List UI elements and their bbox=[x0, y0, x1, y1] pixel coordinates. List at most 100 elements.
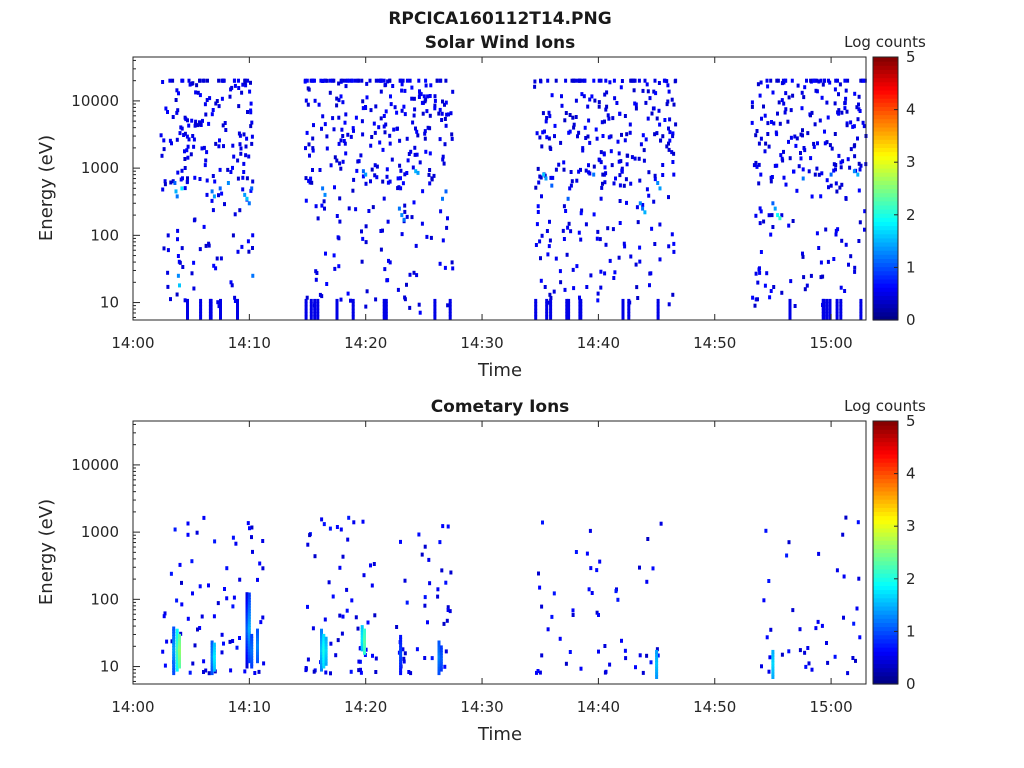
spectrogram-cell bbox=[598, 237, 602, 242]
spectrogram-cell bbox=[636, 220, 640, 225]
spectrogram-cell bbox=[581, 78, 585, 83]
colorbar-segment bbox=[873, 221, 898, 227]
spectrogram-cell bbox=[533, 79, 537, 84]
spectrogram-cell bbox=[370, 583, 374, 588]
spectrogram-cell bbox=[772, 285, 776, 289]
spectrogram-cell bbox=[344, 112, 348, 117]
spectrogram-cell bbox=[418, 310, 422, 315]
spectrogram-cell bbox=[369, 179, 372, 184]
spectrogram-cell bbox=[645, 653, 649, 658]
spectrogram-cell bbox=[637, 156, 641, 161]
spectrogram-cell bbox=[592, 172, 596, 177]
spectrogram-cell bbox=[304, 298, 308, 303]
spectrogram-cell bbox=[828, 312, 832, 317]
spectrogram-cell bbox=[800, 90, 804, 95]
spectrogram-cell bbox=[204, 243, 208, 248]
spectrogram-cell bbox=[558, 636, 562, 641]
spectrogram-cell bbox=[256, 645, 259, 650]
spectrogram-cell bbox=[627, 302, 631, 307]
spectrogram-cell bbox=[784, 182, 788, 187]
spectrogram-cell bbox=[627, 315, 631, 320]
spectrogram-cell bbox=[667, 147, 671, 152]
spectrogram-cell bbox=[618, 183, 622, 188]
spectrogram-cell bbox=[373, 163, 377, 168]
spectrogram-cell bbox=[776, 111, 779, 116]
colorbar-tick-label: 4 bbox=[906, 465, 916, 483]
spectrogram-cell bbox=[788, 302, 792, 307]
spectrogram-cell bbox=[381, 228, 384, 233]
spectrogram-cell bbox=[547, 136, 551, 141]
spectrogram-cell bbox=[667, 244, 671, 249]
spectrogram-cell bbox=[595, 610, 599, 615]
spectrogram-cell bbox=[176, 254, 180, 258]
spectrogram-cell bbox=[356, 159, 360, 164]
spectrogram-cell bbox=[634, 106, 638, 111]
colorbar-segment bbox=[873, 523, 898, 529]
spectrogram-cell bbox=[832, 168, 836, 173]
spectrogram-cell bbox=[178, 283, 181, 288]
spectrogram-cell bbox=[161, 80, 165, 84]
spectrogram-cell bbox=[444, 649, 448, 654]
spectrogram-cell bbox=[788, 298, 792, 303]
spectrogram-cell bbox=[240, 244, 244, 249]
spectrogram-cell bbox=[225, 596, 229, 601]
spectrogram-cell bbox=[618, 199, 622, 203]
spectrogram-cell bbox=[609, 134, 613, 139]
spectrogram-cell bbox=[795, 136, 799, 141]
spectrogram-cell bbox=[840, 238, 844, 243]
spectrogram-cell bbox=[250, 647, 254, 652]
spectrogram-cell bbox=[578, 308, 582, 313]
colorbar-tick-label: 1 bbox=[906, 258, 916, 276]
spectrogram-cell bbox=[641, 670, 645, 675]
solar-wind-ions-panel: Solar Wind Ions 14:00 14:10 14:20 14:30 14:4… bbox=[36, 33, 926, 381]
spectrogram-cell bbox=[261, 539, 265, 543]
spectrogram-cell bbox=[247, 625, 251, 630]
spectrogram-cell bbox=[213, 179, 217, 184]
spectrogram-cell bbox=[577, 230, 581, 235]
spectrogram-cell bbox=[210, 659, 214, 664]
spectrogram-cell bbox=[320, 650, 323, 655]
spectrogram-cell bbox=[784, 107, 788, 112]
spectrogram-cell bbox=[250, 661, 254, 666]
spectrogram-cell bbox=[247, 650, 251, 655]
spectrogram-cell bbox=[791, 608, 795, 613]
spectrogram-cell bbox=[261, 566, 265, 571]
colorbar-tick-label: 0 bbox=[906, 311, 916, 329]
spectrogram-cell bbox=[237, 104, 241, 109]
spectrogram-cell bbox=[256, 631, 259, 636]
spectrogram-cell bbox=[756, 297, 759, 302]
spectrogram-cell bbox=[250, 642, 254, 647]
spectrogram-cell bbox=[408, 272, 412, 277]
spectrogram-cell bbox=[244, 153, 248, 158]
spectrogram-cell bbox=[803, 148, 807, 153]
spectrogram-cell bbox=[168, 78, 172, 83]
spectrogram-cell bbox=[445, 225, 449, 230]
colorbar-segment bbox=[873, 457, 898, 463]
spectrogram-cell bbox=[671, 134, 675, 139]
panel-title: Cometary Ions bbox=[431, 397, 570, 417]
spectrogram-cell bbox=[424, 149, 428, 154]
spectrogram-cell bbox=[771, 655, 775, 660]
spectrogram-cell bbox=[552, 591, 556, 596]
colorbar-segment bbox=[873, 262, 898, 268]
spectrogram-cell bbox=[778, 121, 782, 126]
spectrogram-cell bbox=[549, 315, 553, 320]
spectrogram-cell bbox=[310, 180, 314, 185]
spectrogram-cell bbox=[324, 661, 328, 666]
spectrogram-cell bbox=[201, 118, 204, 123]
spectrogram-cell bbox=[799, 156, 803, 161]
spectrogram-cell bbox=[320, 662, 323, 667]
spectrogram-cell bbox=[423, 656, 427, 660]
spectrogram-cell bbox=[408, 305, 412, 310]
colorbar-segment bbox=[873, 486, 898, 492]
spectrogram-cell bbox=[425, 234, 429, 239]
spectrogram-cell bbox=[363, 650, 366, 655]
spectrogram-cell bbox=[373, 130, 377, 135]
spectrogram-cell bbox=[428, 113, 432, 118]
spectrogram-cell bbox=[439, 659, 443, 664]
x-tick-label: 15:00 bbox=[809, 698, 852, 716]
spectrogram-cell bbox=[554, 78, 558, 83]
spectrogram-cell bbox=[396, 287, 400, 292]
spectrogram-cell bbox=[564, 661, 568, 666]
